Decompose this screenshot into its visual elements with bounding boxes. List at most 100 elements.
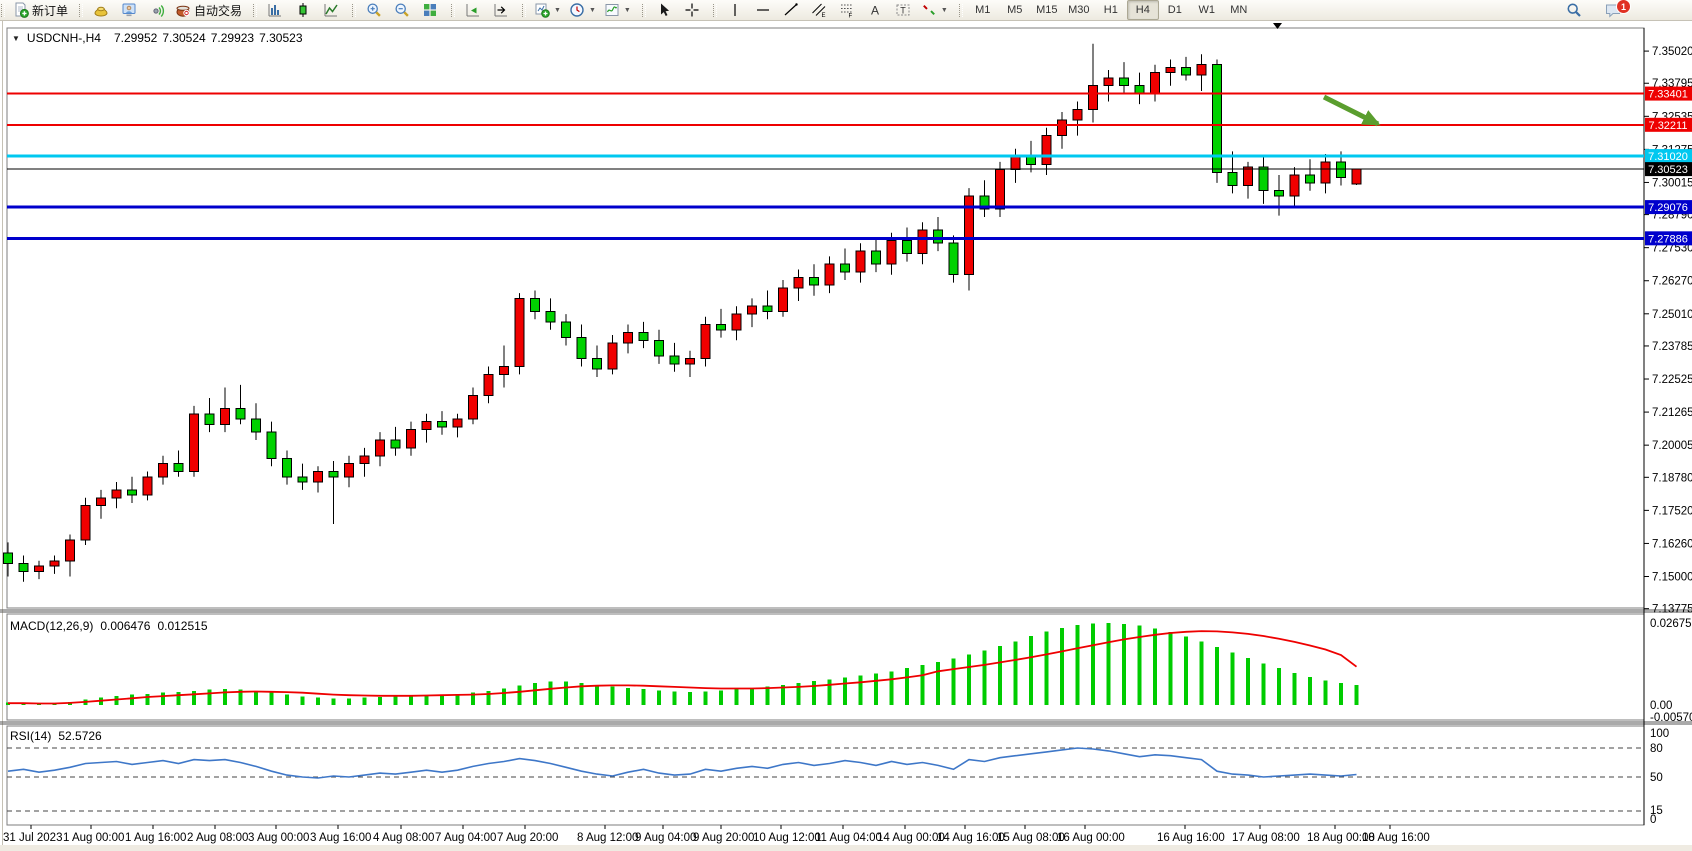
bar-chart-icon	[268, 4, 282, 17]
timeframe-mn-button[interactable]: MN	[1230, 4, 1248, 16]
macd-indicator-label: MACD(12,26,9) 0.006476 0.012515	[10, 619, 208, 633]
auto-trading-button[interactable]: 自动交易	[171, 0, 246, 20]
svg-text:7.35020: 7.35020	[1652, 46, 1692, 58]
search-button[interactable]	[1560, 0, 1588, 20]
macd-signal-value: 0.012515	[157, 619, 208, 633]
label-letter: T	[900, 6, 906, 16]
auto-scroll-icon	[466, 4, 480, 17]
text-label-button[interactable]: T	[889, 0, 917, 20]
templates-button[interactable]: ▼	[600, 0, 635, 20]
tile-windows-button[interactable]	[416, 0, 444, 20]
symbol-period-label: USDCNH-,H4	[26, 31, 101, 45]
timeframe-h1-button[interactable]: H1	[1103, 4, 1118, 16]
trade-group: 新订单	[0, 0, 76, 20]
vertical-line-button[interactable]	[721, 0, 749, 20]
market-button[interactable]	[87, 0, 115, 20]
timeframe-h4-button[interactable]: H4	[1126, 0, 1159, 20]
scroll-group	[448, 0, 519, 20]
timeframe-w1-button[interactable]: W1	[1198, 4, 1216, 16]
cursor-button[interactable]	[650, 0, 678, 20]
svg-text:7 Aug 20:00: 7 Aug 20:00	[497, 832, 558, 844]
notifications-button[interactable]: 1	[1598, 0, 1631, 20]
svg-text:9 Aug 20:00: 9 Aug 20:00	[693, 832, 754, 844]
svg-text:10 Aug 12:00: 10 Aug 12:00	[753, 832, 821, 844]
vertical-line-icon	[734, 4, 736, 16]
trendline-button[interactable]	[777, 0, 805, 20]
timeframe-m30-button[interactable]: M30	[1068, 4, 1090, 16]
collapse-arrow-icon[interactable]: ▼	[12, 33, 20, 43]
svg-text:100: 100	[1650, 728, 1669, 740]
zoom-in-button[interactable]	[360, 0, 388, 20]
fibonacci-button[interactable]: F	[833, 0, 861, 20]
tile-windows-icon	[424, 4, 437, 16]
svg-text:2 Aug 08:00: 2 Aug 08:00	[187, 832, 248, 844]
svg-text:15: 15	[1650, 805, 1663, 817]
new-chart-icon	[535, 3, 550, 18]
search-icon	[1567, 3, 1581, 17]
close-value: 7.30523	[259, 31, 303, 45]
auto-scroll-button[interactable]	[459, 0, 487, 20]
timeframe-m5-button[interactable]: M5	[1007, 4, 1023, 16]
timeframe-m1-button[interactable]: M1	[975, 4, 991, 16]
fibonacci-letter: F	[848, 14, 852, 19]
line-chart-button[interactable]	[317, 0, 345, 20]
auto-trading-icon	[176, 5, 190, 17]
chart-header: ▼ USDCNH-,H4 7.29952 7.30524 7.29923 7.3…	[12, 31, 303, 45]
bar-chart-button[interactable]	[261, 0, 289, 20]
chart-shift-button[interactable]	[487, 0, 515, 20]
chevron-down-icon: ▼	[588, 6, 596, 14]
signals-button[interactable]	[143, 0, 171, 20]
broadcast-icon	[153, 5, 165, 17]
rsi-name: RSI(14)	[10, 729, 52, 743]
channel-letter: E	[821, 13, 825, 18]
clock-icon	[570, 3, 584, 17]
text-label-icon: T	[896, 4, 910, 16]
candlestick-chart-button[interactable]	[289, 0, 317, 20]
svg-text:8 Aug 12:00: 8 Aug 12:00	[577, 832, 638, 844]
macd-name: MACD(12,26,9)	[10, 619, 94, 633]
chevron-down-icon: ▼	[623, 6, 631, 14]
svg-text:7.18780: 7.18780	[1652, 472, 1692, 484]
trendline-icon	[784, 3, 798, 16]
svg-text:1 Aug 00:00: 1 Aug 00:00	[63, 832, 124, 844]
periods-button[interactable]: ▼	[565, 0, 600, 20]
crosshair-button[interactable]	[678, 0, 706, 20]
svg-text:17 Aug 08:00: 17 Aug 08:00	[1232, 832, 1300, 844]
rsi-value: 52.5726	[58, 729, 102, 743]
svg-text:7.16260: 7.16260	[1652, 538, 1692, 550]
svg-text:9 Aug 04:00: 9 Aug 04:00	[635, 832, 696, 844]
rsi-indicator-label: RSI(14) 52.5726	[10, 729, 102, 743]
svg-text:11 Aug 04:00: 11 Aug 04:00	[815, 832, 882, 844]
horizontal-line-button[interactable]	[749, 0, 777, 20]
cursor-group	[639, 0, 710, 20]
text-button[interactable]: A	[861, 0, 889, 20]
timeframes-group: M1 M5 M15 M30 H1 H4 D1 W1 MN	[956, 0, 1259, 20]
monitor-icon	[122, 3, 136, 17]
svg-text:18 Aug 00:00: 18 Aug 00:00	[1307, 832, 1375, 844]
new-order-button[interactable]: 新订单	[9, 0, 72, 20]
template-icon	[605, 4, 619, 16]
open-value: 7.29952	[113, 31, 158, 45]
svg-text:7.25010: 7.25010	[1652, 309, 1692, 321]
arrows-button[interactable]: ▼	[917, 0, 952, 20]
virtual-hosting-button[interactable]	[115, 0, 143, 20]
chevron-down-icon: ▼	[940, 6, 948, 14]
svg-text:4 Aug 08:00: 4 Aug 08:00	[373, 832, 434, 844]
svg-text:7.20005: 7.20005	[1652, 440, 1692, 452]
high-value: 7.30524	[162, 31, 206, 45]
svg-text:14 Aug 00:00: 14 Aug 00:00	[877, 832, 945, 844]
new-order-icon	[15, 2, 29, 18]
macd-value: 0.006476	[100, 619, 151, 633]
svg-text:7 Aug 04:00: 7 Aug 04:00	[435, 832, 496, 844]
equidistant-channel-button[interactable]: E	[805, 0, 833, 20]
toolbar: 新订单	[0, 0, 1692, 21]
svg-text:18 Aug 16:00: 18 Aug 16:00	[1362, 832, 1430, 844]
svg-text:-0.005707: -0.005707	[1650, 712, 1692, 724]
timeframe-m15-button[interactable]: M15	[1036, 4, 1058, 16]
zoom-out-button[interactable]	[388, 0, 416, 20]
cursor-arrow-icon	[660, 3, 669, 16]
new-chart-button[interactable]: ▼	[530, 0, 565, 20]
arrows-icon	[922, 5, 935, 15]
timeframe-d1-button[interactable]: D1	[1167, 4, 1182, 16]
